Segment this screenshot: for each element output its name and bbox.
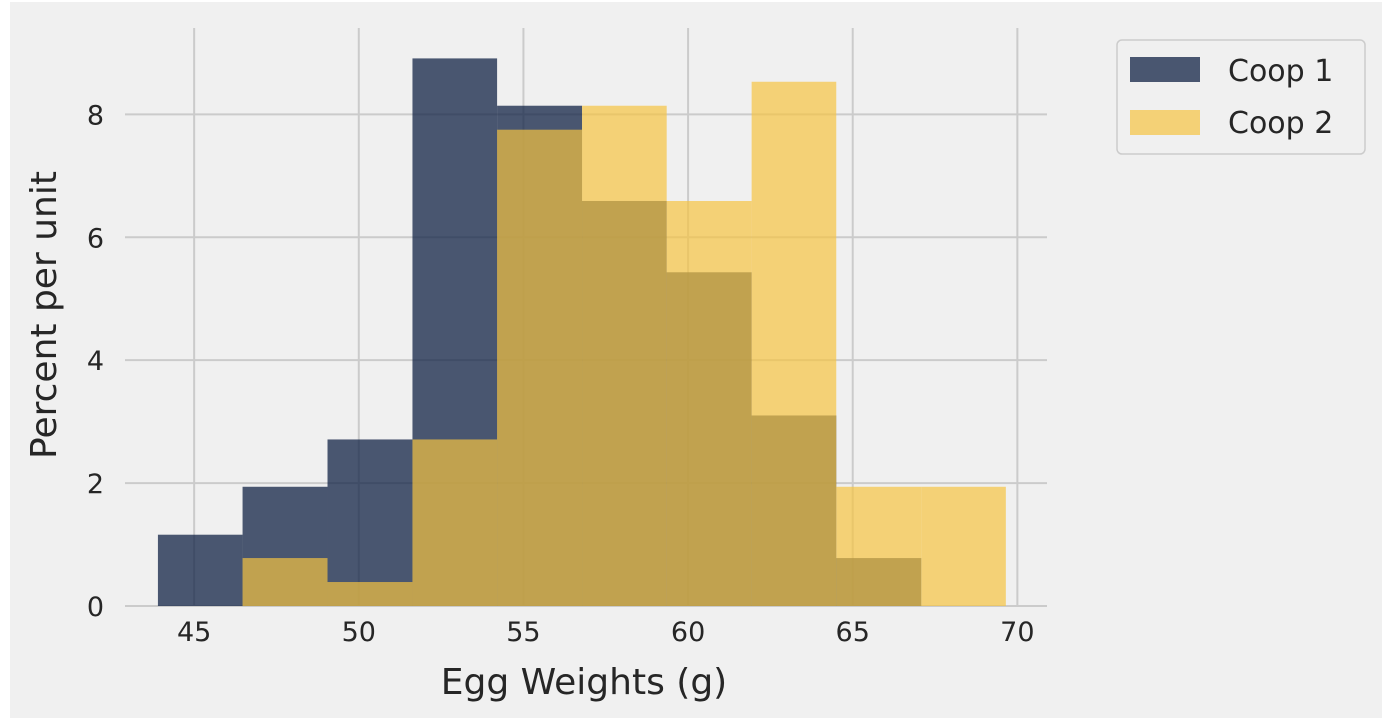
x-tick-label: 55	[506, 617, 540, 648]
legend-swatch-coop-1	[1130, 57, 1200, 82]
y-tick-label: 8	[87, 100, 104, 131]
y-tick-label: 6	[87, 223, 104, 254]
histogram-bar	[582, 105, 667, 607]
x-tick-label: 60	[671, 617, 705, 648]
histogram-bar	[242, 558, 328, 606]
x-tick-label: 70	[1000, 617, 1034, 648]
histogram-bar	[836, 486, 922, 606]
histogram-bar	[666, 200, 752, 607]
legend-swatch-coop-2	[1130, 110, 1200, 135]
x-axis-label: Egg Weights (g)	[441, 662, 727, 703]
histogram-bar	[327, 582, 413, 606]
histogram-bar	[751, 81, 837, 606]
x-tick-label: 45	[177, 617, 211, 648]
y-axis-label: Percent per unit	[24, 171, 65, 459]
x-tick-label: 65	[836, 617, 870, 648]
y-tick-label: 0	[87, 592, 104, 623]
histogram-bar	[497, 129, 583, 606]
coop-2-bars	[242, 81, 1006, 607]
legend-label-coop-2: Coop 2	[1228, 106, 1333, 141]
y-tick-label: 4	[87, 346, 104, 377]
histogram-bar	[921, 486, 1006, 606]
histogram-bar	[327, 439, 413, 606]
histogram-bar	[412, 439, 498, 606]
histogram-bar	[157, 534, 243, 606]
legend: Coop 1 Coop 2	[1116, 39, 1366, 155]
y-tick-label: 2	[87, 469, 104, 500]
legend-label-coop-1: Coop 1	[1228, 54, 1333, 89]
x-tick-labels: 45 50 55 60 65 70	[177, 617, 1035, 648]
y-tick-labels: 0 2 4 6 8	[87, 100, 104, 623]
x-tick-label: 50	[342, 617, 376, 648]
